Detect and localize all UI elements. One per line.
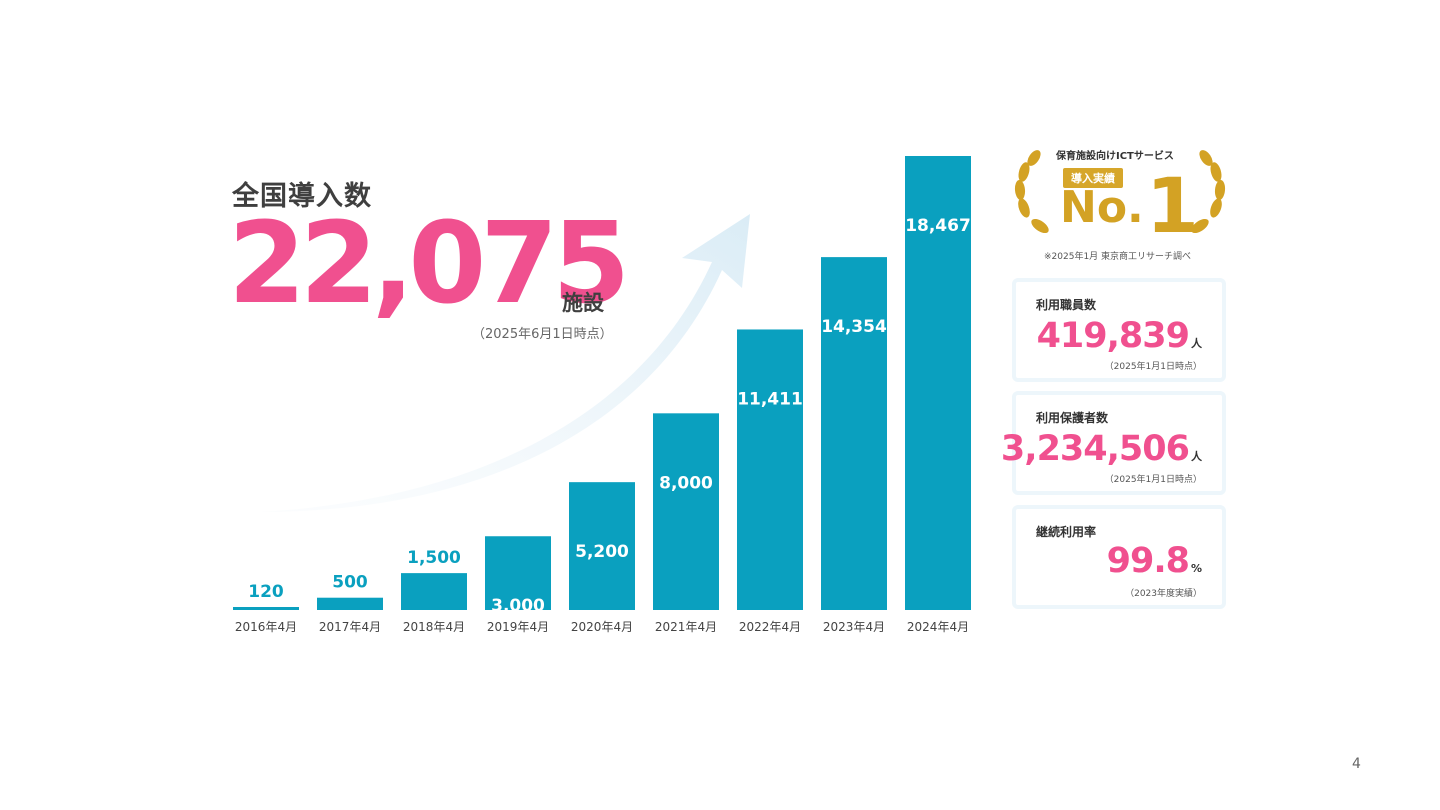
stat-note: （2025年1月1日時点） — [1104, 362, 1202, 372]
bar-value-label: 11,411 — [737, 389, 803, 409]
x-tick-label: 2017年4月 — [319, 620, 381, 634]
x-tick-label: 2018年4月 — [403, 620, 465, 634]
bar — [821, 257, 887, 610]
stat-card-retention: 継続利用率 99.8% （2023年度実績） — [1012, 505, 1226, 609]
stat-value: 99.8 — [1106, 541, 1190, 581]
total-facilities-unit: 施設 — [562, 291, 604, 315]
stat-card-guardians: 利用保護者数 3,234,506 人 （2025年1月1日時点） — [1001, 391, 1226, 495]
bar — [233, 607, 299, 610]
stat-note: （2023年度実績） — [1125, 589, 1202, 599]
stat-unit: 人 — [1191, 450, 1202, 463]
stat-label: 利用職員数 — [1036, 298, 1097, 312]
bar — [485, 536, 551, 610]
badge-tag: 導入実績 — [1063, 168, 1123, 188]
stat-label: 利用保護者数 — [1036, 411, 1109, 425]
bar — [653, 413, 719, 610]
stat-note: （2025年1月1日時点） — [1104, 475, 1202, 485]
page-number: 4 — [1352, 756, 1361, 772]
bar-value-label: 14,354 — [821, 317, 887, 337]
x-tick-label: 2024年4月 — [907, 620, 969, 634]
x-tick-label: 2022年4月 — [739, 620, 801, 634]
x-tick-label: 2021年4月 — [655, 620, 717, 634]
total-facilities-value: 22,075 — [228, 199, 630, 329]
x-tick-label: 2020年4月 — [571, 620, 633, 634]
badge-rank-prefix: No. — [1060, 182, 1144, 233]
stat-unit: % — [1190, 562, 1202, 575]
x-tick-label: 2023年4月 — [823, 620, 885, 634]
bar — [317, 597, 383, 610]
bar-value-label: 8,000 — [659, 473, 713, 493]
bar-value-label: 18,467 — [905, 216, 971, 236]
bar — [569, 482, 635, 610]
bar-value-label: 5,200 — [575, 542, 629, 562]
stat-label: 継続利用率 — [1036, 525, 1097, 539]
growth-arrow-icon — [260, 214, 750, 512]
badge-source: ※2025年1月 東京商工リサーチ調べ — [1044, 252, 1192, 262]
stat-value: 3,234,506 — [1000, 429, 1190, 469]
badge-caption: 保育施設向けICTサービス — [1056, 151, 1174, 162]
stat-value: 419,839 — [1036, 316, 1190, 356]
bar-value-label: 500 — [332, 573, 368, 593]
stat-unit: 人 — [1191, 337, 1202, 350]
bar — [737, 329, 803, 610]
x-tick-label: 2019年4月 — [487, 620, 549, 634]
x-tick-label: 2016年4月 — [235, 620, 297, 634]
bar-value-label: 1,500 — [407, 548, 461, 568]
badge-rank-number: 1 — [1146, 161, 1199, 250]
bar — [905, 156, 971, 610]
laurel-wreath-icon — [1014, 150, 1226, 234]
total-facilities-note: （2025年6月1日時点） — [472, 327, 613, 342]
stat-card-staff: 利用職員数 419,839 人 （2025年1月1日時点） — [1012, 278, 1226, 382]
page-title: 全国導入数 — [232, 181, 372, 212]
bar-value-label: 3,000 — [491, 596, 545, 616]
bar — [401, 573, 467, 610]
bar-value-label: 120 — [248, 582, 284, 602]
